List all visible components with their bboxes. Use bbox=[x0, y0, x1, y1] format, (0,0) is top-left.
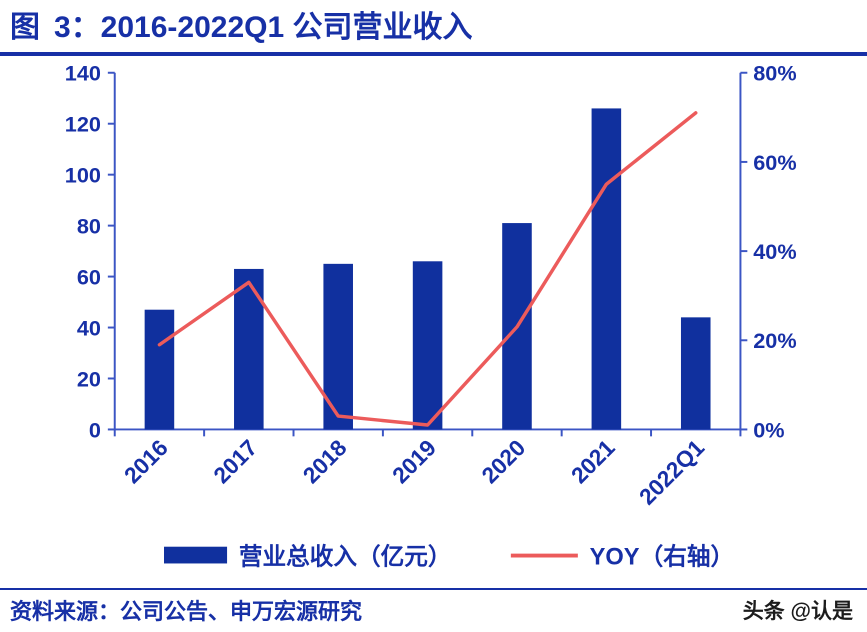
svg-text:2019: 2019 bbox=[387, 434, 441, 488]
svg-text:60: 60 bbox=[77, 264, 101, 289]
watermark: 头条 @认是 bbox=[742, 600, 853, 623]
title-divider bbox=[0, 52, 867, 56]
svg-text:100: 100 bbox=[65, 162, 101, 187]
revenue-chart: 0 20 40 60 80 100 120 140 0% 20% 40% 60% 80% 2016 2017… bbox=[65, 61, 797, 571]
svg-text:2022Q1: 2022Q1 bbox=[634, 434, 709, 509]
figure-title-text: 3：2016-2022Q1 公司营业收入 bbox=[54, 11, 473, 44]
svg-text:120: 120 bbox=[65, 112, 101, 137]
figure-title: 图 3：2016-2022Q1 公司营业收入 bbox=[0, 0, 867, 52]
svg-text:2021: 2021 bbox=[566, 434, 620, 488]
svg-text:2016: 2016 bbox=[119, 434, 173, 488]
svg-text:20: 20 bbox=[77, 366, 101, 391]
figure-label: 图 bbox=[10, 11, 40, 44]
svg-text:0%: 0% bbox=[753, 417, 784, 442]
svg-text:80: 80 bbox=[77, 213, 101, 238]
svg-text:2017: 2017 bbox=[208, 434, 262, 488]
svg-text:60%: 60% bbox=[753, 150, 796, 175]
svg-text:80%: 80% bbox=[753, 61, 796, 86]
svg-text:40%: 40% bbox=[753, 239, 796, 264]
svg-text:20%: 20% bbox=[753, 328, 796, 353]
legend-bar-swatch bbox=[164, 546, 228, 564]
svg-text:2020: 2020 bbox=[476, 434, 530, 488]
legend-line-label: YOY（右轴） bbox=[590, 542, 734, 570]
footer-divider bbox=[0, 588, 867, 590]
svg-text:140: 140 bbox=[65, 61, 101, 86]
source-text: 资料来源：公司公告、申万宏源研究 bbox=[10, 599, 363, 624]
legend-bar-label: 营业总收入（亿元） bbox=[239, 542, 452, 570]
footer: 资料来源：公司公告、申万宏源研究 头条 @认是 bbox=[0, 590, 867, 632]
svg-text:40: 40 bbox=[77, 315, 101, 340]
svg-text:2018: 2018 bbox=[298, 434, 352, 488]
svg-text:0: 0 bbox=[89, 417, 101, 442]
